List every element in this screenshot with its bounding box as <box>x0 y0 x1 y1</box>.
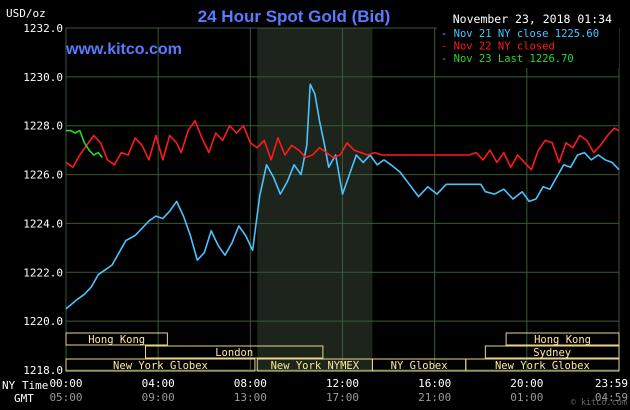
x-tick-label-ny: 16:00 <box>418 377 451 390</box>
y-tick-label: 1218.0 <box>23 364 63 377</box>
y-tick-label: 1228.0 <box>23 120 63 133</box>
x-tick-label-gmt: 05:00 <box>49 391 82 404</box>
session-box <box>484 345 620 359</box>
x-tick-label-gmt: 04:59 <box>595 391 628 404</box>
grid <box>65 27 620 371</box>
x-tick-label-ny: 12:00 <box>326 377 359 390</box>
x-tick-label-ny: 08:00 <box>234 377 267 390</box>
series <box>65 83 620 310</box>
x-tick-label-gmt: 17:00 <box>326 391 359 404</box>
session-label: New York Globex <box>495 360 590 372</box>
y-tick-label: 1232.0 <box>23 22 63 35</box>
chart-title: 24 Hour Spot Gold (Bid) <box>198 7 391 26</box>
x-tick-label-ny: 04:00 <box>142 377 175 390</box>
y-tick-label: 1224.0 <box>23 217 63 230</box>
y-tick-label: 1230.0 <box>23 71 63 84</box>
legend-entry: - Nov 23 Last 1226.70 <box>441 53 574 65</box>
session-box <box>65 358 256 372</box>
series-line-1 <box>65 120 620 171</box>
legend-entry: - Nov 21 NY close 1225.60 <box>441 28 599 40</box>
series-line-0 <box>65 83 620 310</box>
legend-entry: - Nov 22 NY closed <box>441 41 555 53</box>
session-label: New York NYMEX <box>271 360 360 372</box>
y-tick-label: 1226.0 <box>23 169 63 182</box>
date-label: November 23, 2018 01:34 <box>453 12 612 26</box>
x-tick-label-ny: 00:00 <box>49 377 82 390</box>
session-box <box>465 358 620 372</box>
x-tick-label-gmt: 01:00 <box>510 391 543 404</box>
ny-time-label: NY Time <box>2 379 48 392</box>
x-tick-label-gmt: 13:00 <box>234 391 267 404</box>
session-label: New York Globex <box>113 360 208 372</box>
session-box <box>65 332 168 346</box>
session-label: NY Globex <box>391 360 448 372</box>
session-box <box>144 345 324 359</box>
gmt-label: GMT <box>14 392 34 405</box>
legend: - Nov 21 NY close 1225.60- Nov 22 NY clo… <box>437 26 619 68</box>
kitco-logo: © kitco.com <box>571 398 627 408</box>
session-box <box>505 332 620 346</box>
y-tick-label: 1222.0 <box>23 266 63 279</box>
session-label: Hong Kong <box>88 334 145 346</box>
website-label: www.kitco.com <box>65 41 182 58</box>
y-unit-label: USD/oz <box>6 7 46 20</box>
y-tick-label: 1220.0 <box>23 315 63 328</box>
plot-border <box>65 27 620 371</box>
session-label: Sydney <box>533 347 571 359</box>
y-tick-labels: 1218.0 1220.0 1222.0 1224.0 1226.0 1228.0 1230… <box>23 22 63 377</box>
x-tick-label-ny: 20:00 <box>510 377 543 390</box>
x-tick-label-ny: 23:59 <box>595 377 628 390</box>
x-tick-label-gmt: 09:00 <box>142 391 175 404</box>
x-tick-label-gmt: 21:00 <box>418 391 451 404</box>
session-label: London <box>215 347 253 359</box>
nymex-shade <box>257 28 373 370</box>
series-line-2 <box>66 129 103 158</box>
legend-box <box>437 26 619 68</box>
session-label: Hong Kong <box>534 334 591 346</box>
